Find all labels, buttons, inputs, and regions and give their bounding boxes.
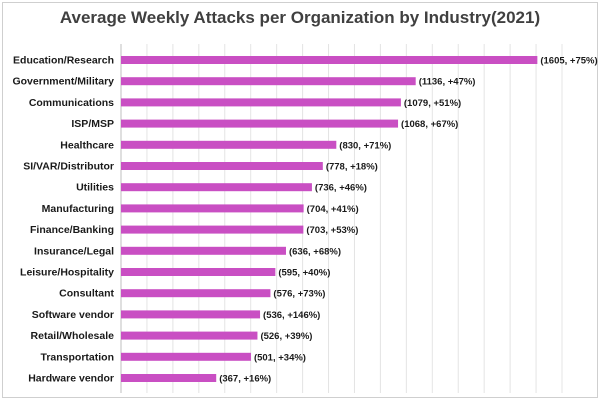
category-label: Software vendor [32,309,114,321]
category-label: Education/Research [13,55,114,67]
bar [121,246,286,255]
data-label: (736, +46%) [315,183,367,194]
category-label: Communications [29,97,114,109]
category-label: Transportation [40,351,114,363]
chart-title: Average Weekly Attacks per Organization … [59,8,541,27]
data-label: (526, +39%) [260,331,312,342]
bar [121,374,217,382]
bar [121,56,538,64]
data-label: (595, +40%) [278,268,330,279]
bar [121,98,401,107]
data-label: (636, +68%) [289,246,341,257]
category-label: ISP/MSP [71,118,114,130]
category-label: Manufacturing [42,203,114,215]
data-label: (501, +34%) [254,352,306,363]
bar [121,352,251,361]
data-label: (1068, +67%) [401,119,458,130]
data-label: (367, +16%) [219,374,271,385]
data-label: (576, +73%) [273,289,325,300]
category-label: Hardware vendor [28,373,114,385]
bar [121,225,304,234]
data-label: (703, +53%) [306,225,358,236]
category-label: Consultant [59,288,114,300]
category-label: Finance/Banking [30,224,114,236]
category-label: Government/Military [12,76,114,88]
data-label: (536, +146%) [263,310,320,321]
data-label: (704, +41%) [307,204,359,215]
bar [121,204,304,213]
category-label: SI/VAR/Distributor [23,161,114,173]
bar [121,331,258,340]
data-label: (1136, +47%) [419,77,476,88]
data-label: (830, +71%) [339,140,391,151]
category-label: Utilities [76,182,114,194]
category-label: Leisure/Hospitality [20,267,114,279]
data-label: (1605, +75%) [540,56,597,67]
category-label: Insurance/Legal [34,245,114,257]
bar [121,183,312,192]
bar [121,310,261,319]
data-label: (1079, +51%) [404,98,461,109]
bar [121,289,271,298]
bar [121,268,276,276]
bar [121,162,323,170]
bar [121,140,337,149]
category-label: Healthcare [60,139,114,151]
bar [121,119,399,128]
data-label: (778, +18%) [326,162,378,173]
category-label: Retail/Wholesale [31,330,115,342]
bar [121,77,416,86]
